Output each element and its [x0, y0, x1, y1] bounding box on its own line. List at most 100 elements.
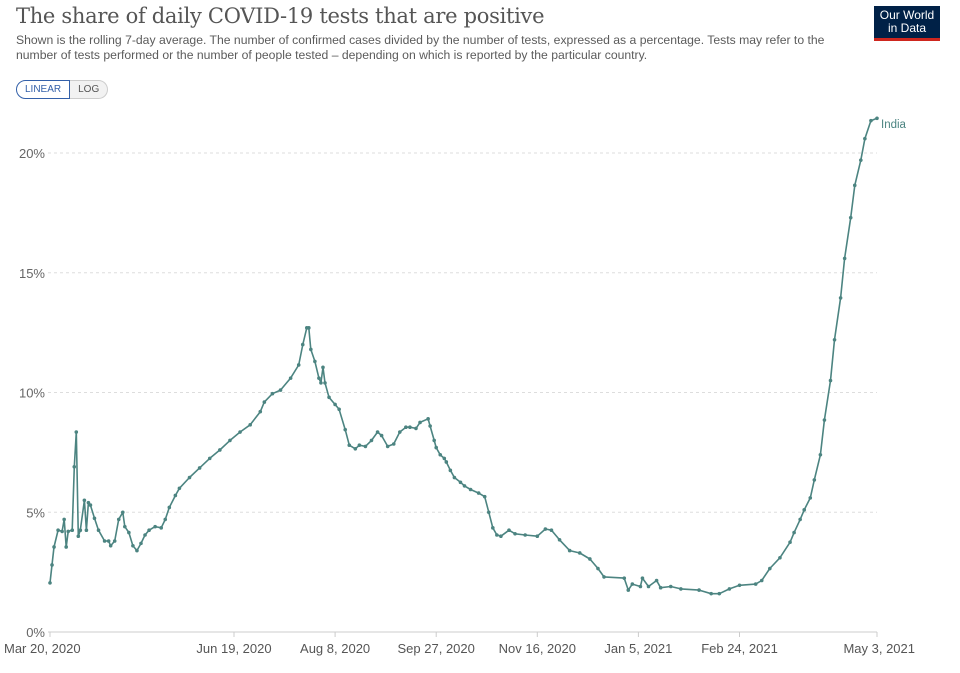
data-point [448, 468, 453, 473]
data-point [270, 391, 275, 396]
data-point [262, 400, 267, 404]
data-point [177, 486, 182, 491]
data-point [369, 438, 374, 443]
owid-logo[interactable]: Our World in Data [874, 6, 940, 41]
data-point [78, 528, 83, 533]
data-point [513, 532, 517, 536]
data-point [432, 438, 436, 443]
data-point [147, 528, 151, 533]
data-point [859, 158, 863, 162]
data-point [426, 417, 430, 421]
data-point [808, 496, 813, 500]
data-point [363, 444, 368, 449]
data-point [709, 591, 713, 596]
data-point [869, 118, 873, 123]
data-point [309, 347, 313, 352]
y-tick-label: 5% [26, 505, 45, 520]
data-point [317, 376, 321, 380]
chart-title: The share of daily COVID-19 tests that a… [16, 4, 545, 28]
data-point [802, 508, 807, 512]
data-point [495, 533, 499, 537]
data-point [414, 426, 418, 431]
data-point [577, 551, 582, 555]
x-tick-label: Jan 5, 2021 [604, 641, 672, 656]
data-point [828, 378, 833, 383]
data-point [602, 575, 606, 579]
series-label-india[interactable]: India [881, 119, 907, 131]
data-point [66, 529, 70, 534]
data-point [759, 578, 764, 583]
data-point [408, 425, 412, 430]
data-point [852, 183, 857, 188]
data-point [379, 433, 384, 438]
data-point [737, 583, 742, 588]
data-point [143, 533, 147, 537]
linear-button[interactable]: LINEAR [16, 80, 71, 99]
data-point [108, 543, 113, 548]
data-point [507, 528, 511, 533]
data-point [385, 444, 390, 449]
data-point [418, 420, 422, 425]
data-point [70, 528, 75, 533]
data-point [452, 475, 457, 480]
data-point [102, 539, 107, 543]
data-point [438, 452, 443, 457]
data-point [596, 566, 600, 571]
data-point [323, 381, 327, 385]
y-tick-label: 0% [26, 625, 45, 640]
data-point [798, 517, 802, 522]
scale-toggle: LINEAR LOG [16, 80, 109, 99]
data-point [442, 456, 447, 461]
data-point [434, 445, 439, 450]
data-point [458, 480, 463, 485]
data-point [535, 534, 540, 538]
data-point [658, 585, 663, 590]
data-point [131, 543, 135, 548]
y-tick-label: 10% [19, 386, 45, 401]
data-point [832, 338, 837, 342]
data-point [321, 365, 325, 370]
x-tick-label: Mar 20, 2020 [4, 641, 81, 656]
data-point [753, 582, 758, 586]
data-point [258, 409, 263, 414]
data-point [818, 452, 823, 457]
data-point [567, 548, 572, 553]
data-point [167, 505, 172, 510]
data-point [135, 548, 139, 553]
data-point [163, 517, 168, 522]
log-button[interactable]: LOG [70, 80, 109, 99]
data-point [697, 588, 701, 592]
data-point [96, 528, 101, 533]
data-point [875, 116, 879, 121]
data-point [626, 588, 631, 592]
data-point [88, 503, 93, 507]
data-point [654, 578, 659, 583]
data-point [139, 541, 143, 546]
data-point [56, 528, 60, 533]
series-line-india [49, 117, 878, 595]
data-point [398, 430, 402, 434]
x-tick-label: Nov 16, 2020 [499, 641, 576, 656]
data-point [482, 494, 487, 499]
y-tick-label: 15% [19, 266, 45, 281]
data-point [863, 136, 867, 141]
data-point [468, 487, 473, 492]
data-point [499, 534, 503, 538]
data-point [337, 407, 341, 412]
data-point [717, 591, 722, 596]
data-point [319, 381, 323, 385]
data-point [116, 517, 121, 522]
data-point [343, 427, 348, 432]
data-point [428, 424, 432, 428]
data-point [375, 430, 380, 434]
data-point [588, 557, 592, 561]
data-point [842, 256, 847, 261]
data-point [557, 537, 562, 542]
data-point [778, 555, 782, 560]
data-point [197, 466, 202, 470]
data-point [792, 530, 796, 535]
x-tick-label: Feb 24, 2021 [701, 641, 778, 656]
data-point [153, 524, 157, 529]
data-point [788, 540, 792, 544]
